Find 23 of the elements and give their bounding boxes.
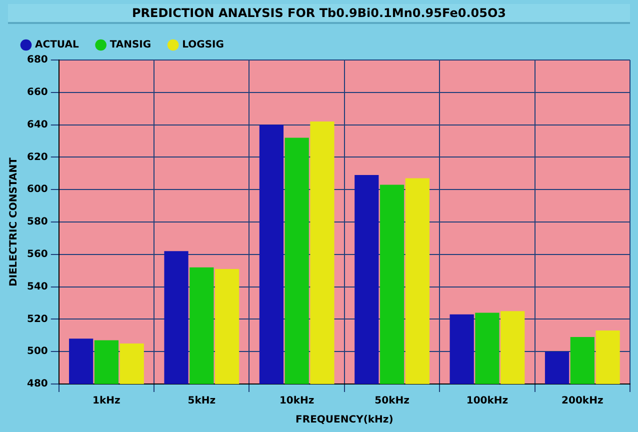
x-tick-label: 100kHz bbox=[466, 396, 508, 407]
y-tick-label: 680 bbox=[27, 54, 48, 66]
y-tick-label: 600 bbox=[27, 184, 48, 196]
x-tick-label: 10kHz bbox=[279, 396, 314, 407]
x-tick-label: 50kHz bbox=[374, 396, 410, 407]
y-tick-label: 540 bbox=[27, 281, 48, 292]
x-tick-label: 5kHz bbox=[188, 396, 216, 407]
legend-label: ACTUAL bbox=[35, 40, 80, 51]
y-tick-label: 580 bbox=[27, 216, 48, 228]
y-tick-label: 620 bbox=[27, 152, 48, 163]
y-tick-label: 640 bbox=[27, 119, 48, 130]
x-axis-title: FREQUENCY(kHz) bbox=[296, 414, 394, 426]
chart-title: PREDICTION ANALYSIS FOR Tb0.9Bi0.1Mn0.95Fe0.05O3 bbox=[8, 4, 630, 24]
legend-label: LOGSIG bbox=[182, 40, 224, 51]
y-tick-label: 520 bbox=[27, 314, 48, 325]
x-tick-label: 200kHz bbox=[562, 396, 604, 407]
y-tick-label: 500 bbox=[27, 346, 48, 358]
y-tick-label: 560 bbox=[27, 248, 48, 260]
x-tick-label: 1kHz bbox=[92, 396, 121, 407]
y-tick-label: 660 bbox=[27, 86, 48, 98]
y-tick-label: 480 bbox=[27, 378, 48, 390]
y-axis-title: DIELECTRIC CONSTANT bbox=[8, 157, 20, 286]
legend-label: TANSIG bbox=[110, 40, 152, 51]
